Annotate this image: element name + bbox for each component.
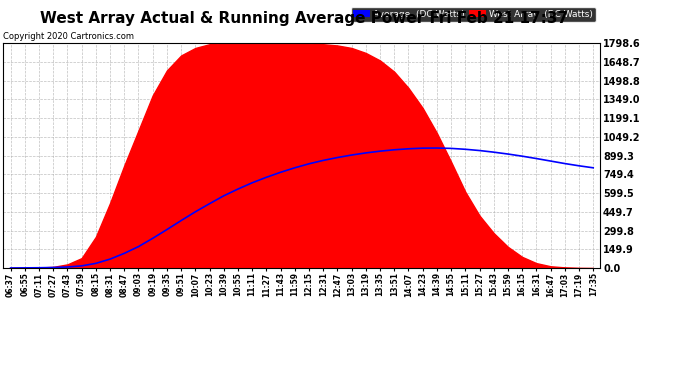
Legend: Average  (DC Watts), West Array  (DC Watts): Average (DC Watts), West Array (DC Watts…	[351, 7, 595, 21]
Text: Copyright 2020 Cartronics.com: Copyright 2020 Cartronics.com	[3, 32, 135, 41]
Text: West Array Actual & Running Average Power Fri Feb 21 17:37: West Array Actual & Running Average Powe…	[39, 11, 568, 26]
